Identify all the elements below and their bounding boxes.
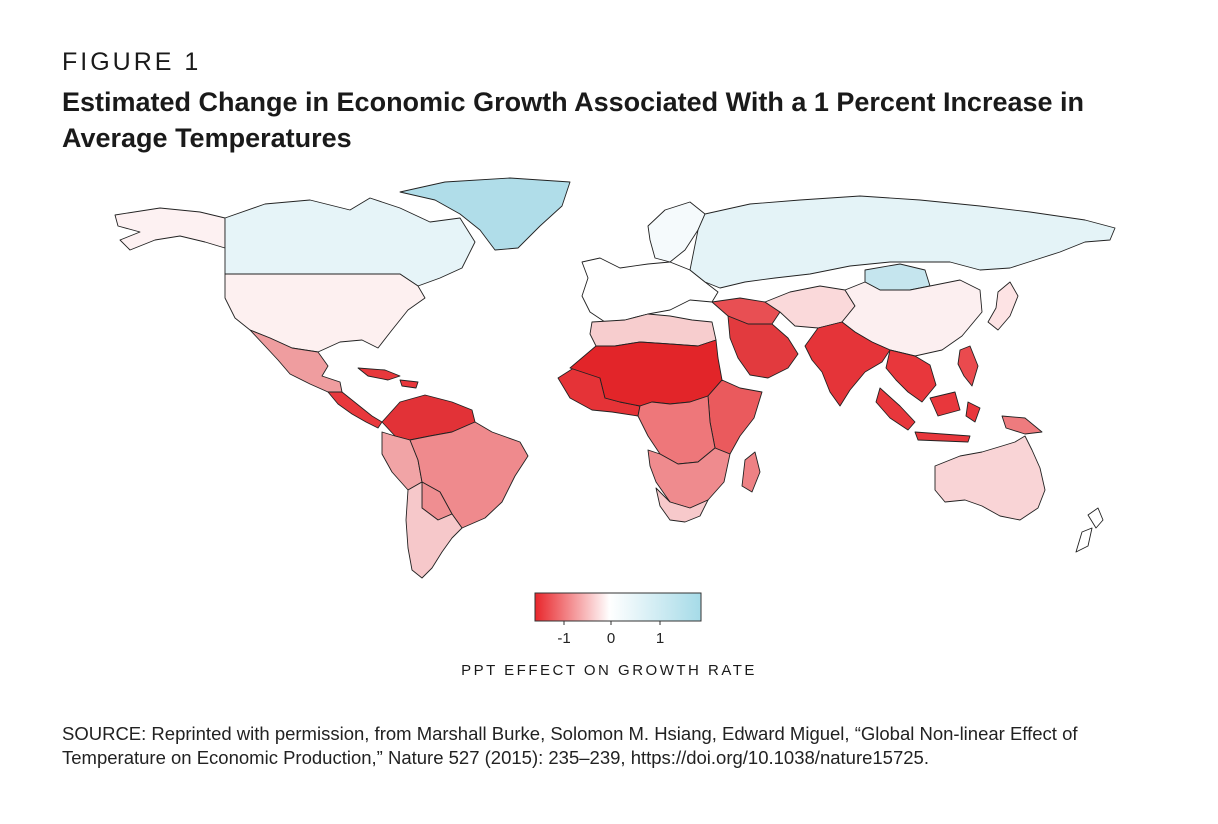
region-india [804, 321, 891, 407]
region-southeast-asia [885, 349, 937, 403]
region-arabia [727, 315, 799, 379]
region-central-america [327, 391, 383, 429]
region-mongolia [864, 263, 931, 291]
color-legend: -1 0 1 [534, 592, 702, 645]
legend-tick-label: 1 [656, 630, 664, 645]
region-madagascar [741, 451, 761, 493]
figure-label: FIGURE 1 [62, 48, 202, 76]
region-russia [689, 195, 1116, 289]
region-southern-africa [647, 447, 731, 509]
region-png [1001, 415, 1043, 435]
region-mexico [249, 329, 343, 393]
region-argentina-chile [405, 481, 463, 579]
region-usa [224, 273, 426, 353]
region-canada [224, 197, 476, 287]
legend-colorbar [534, 592, 702, 622]
legend-tick-label: -1 [557, 630, 570, 645]
legend-caption: PPT EFFECT ON GROWTH RATE [461, 662, 757, 679]
region-new-zealand [1075, 507, 1104, 553]
world-map [114, 177, 1116, 579]
legend-tick-label: 0 [607, 630, 615, 645]
region-caribbean [357, 367, 419, 389]
region-japan [987, 281, 1019, 331]
region-philippines [957, 345, 979, 387]
region-scandinavia [647, 201, 706, 263]
region-south-africa [655, 487, 709, 523]
figure-title: Estimated Change in Economic Growth Asso… [62, 87, 1085, 153]
region-alaska [114, 207, 226, 251]
region-indonesia [875, 387, 981, 443]
region-greenland [399, 177, 571, 251]
region-australia [934, 435, 1046, 521]
region-east-africa [707, 379, 763, 455]
region-europe [581, 257, 719, 323]
source-note: SOURCE: Reprinted with permission, from … [62, 723, 1078, 768]
